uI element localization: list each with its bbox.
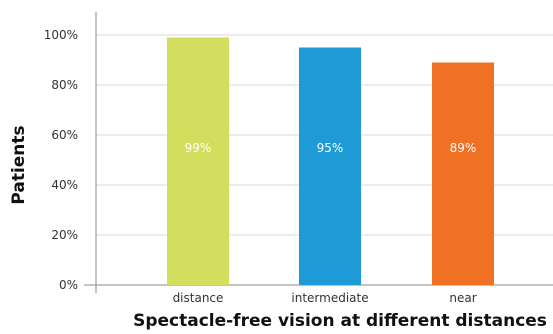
y-tick-labels: 0% 20% 40% 60% 80% 100%: [44, 28, 78, 292]
y-axis-label: Patients: [9, 125, 29, 204]
y-tick-label: 0%: [59, 278, 78, 292]
bar-distance: [167, 37, 229, 285]
data-label: 95%: [317, 141, 344, 155]
bar-intermediate: [299, 47, 361, 285]
y-tick-label: 100%: [44, 28, 78, 42]
x-tick-label: intermediate: [291, 291, 368, 305]
y-tick-label: 60%: [51, 128, 78, 142]
y-tick-label: 40%: [51, 178, 78, 192]
data-label: 99%: [185, 141, 212, 155]
x-axis-label: Spectacle-free vision at different dista…: [133, 311, 547, 331]
bar-near: [432, 62, 494, 285]
x-tick-label: near: [449, 291, 476, 305]
bars: [167, 37, 494, 285]
data-labels: 99% 95% 89%: [185, 141, 477, 155]
x-tick-label: distance: [173, 291, 224, 305]
y-tick-label: 80%: [51, 78, 78, 92]
data-label: 89%: [450, 141, 477, 155]
y-tick-label: 20%: [51, 228, 78, 242]
x-tick-labels: distance intermediate near: [173, 291, 477, 305]
